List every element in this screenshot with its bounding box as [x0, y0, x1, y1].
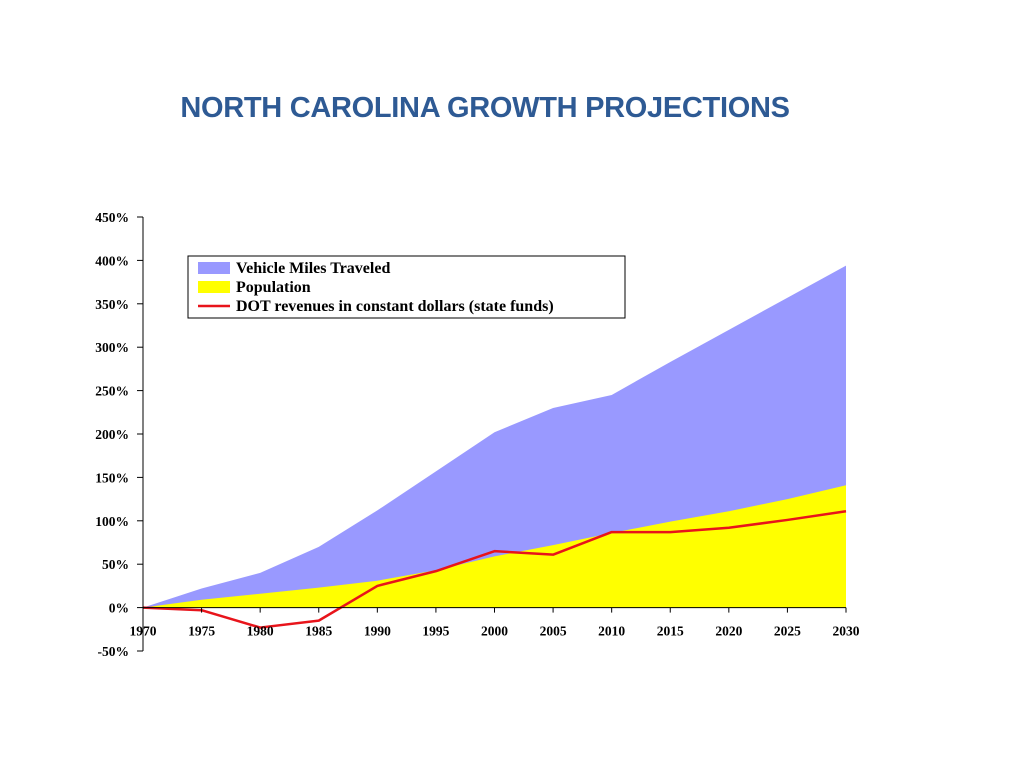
legend-swatch-population — [198, 281, 230, 293]
line-dot-revenues-in-constant-dollars-state-funds — [142, 510, 847, 629]
y-tick-label: 450% — [95, 210, 129, 225]
x-tick-label: 1995 — [422, 624, 449, 639]
y-tick-label: 300% — [95, 340, 129, 355]
x-tick-label: 1980 — [247, 624, 274, 639]
x-tick-label: 1975 — [188, 624, 215, 639]
x-tick-label: 1970 — [130, 624, 157, 639]
y-tick-label: 150% — [95, 470, 129, 485]
legend-box — [187, 255, 626, 319]
legend-label-vehicle-miles-traveled: Vehicle Miles Traveled — [236, 260, 390, 277]
y-tick-label: -50% — [98, 644, 130, 659]
x-tick-label: 2025 — [774, 624, 801, 639]
y-tick-label: 350% — [95, 297, 129, 312]
y-tick-label: 50% — [102, 557, 129, 572]
y-tick-label: 400% — [95, 253, 129, 268]
y-tick-label: 0% — [109, 601, 129, 616]
x-tick-label: 1990 — [364, 624, 391, 639]
x-tick-label: 2005 — [540, 624, 567, 639]
chart-legend: Vehicle Miles Traveled Population DOT reve… — [187, 255, 626, 319]
chart-lines — [142, 510, 847, 629]
x-tick-label: 2015 — [657, 624, 684, 639]
y-tick-label: 200% — [95, 427, 129, 442]
slide-title: NORTH CAROLINA GROWTH PROJECTIONS — [180, 92, 790, 124]
legend-label-dot-revenues-in-constant-dollars-state-funds: DOT revenues in constant dollars (state … — [236, 298, 554, 315]
x-tick-label: 1985 — [305, 624, 332, 639]
x-tick-label: 2030 — [833, 624, 860, 639]
chart-axes: -50% 0% 50% 100% 150% 200% 250% 300% 350% 400% 450… — [95, 210, 860, 659]
chart-areas — [143, 265, 846, 608]
x-tick-label: 2000 — [481, 624, 508, 639]
area-population — [143, 485, 846, 608]
y-tick-label: 100% — [95, 514, 129, 529]
x-tick-label: 2010 — [598, 624, 625, 639]
y-tick-label: 250% — [95, 384, 129, 399]
legend-swatch-vehicle-miles-traveled — [198, 262, 230, 274]
x-tick-label: 2020 — [715, 624, 742, 639]
legend-label-population: Population — [236, 279, 311, 296]
